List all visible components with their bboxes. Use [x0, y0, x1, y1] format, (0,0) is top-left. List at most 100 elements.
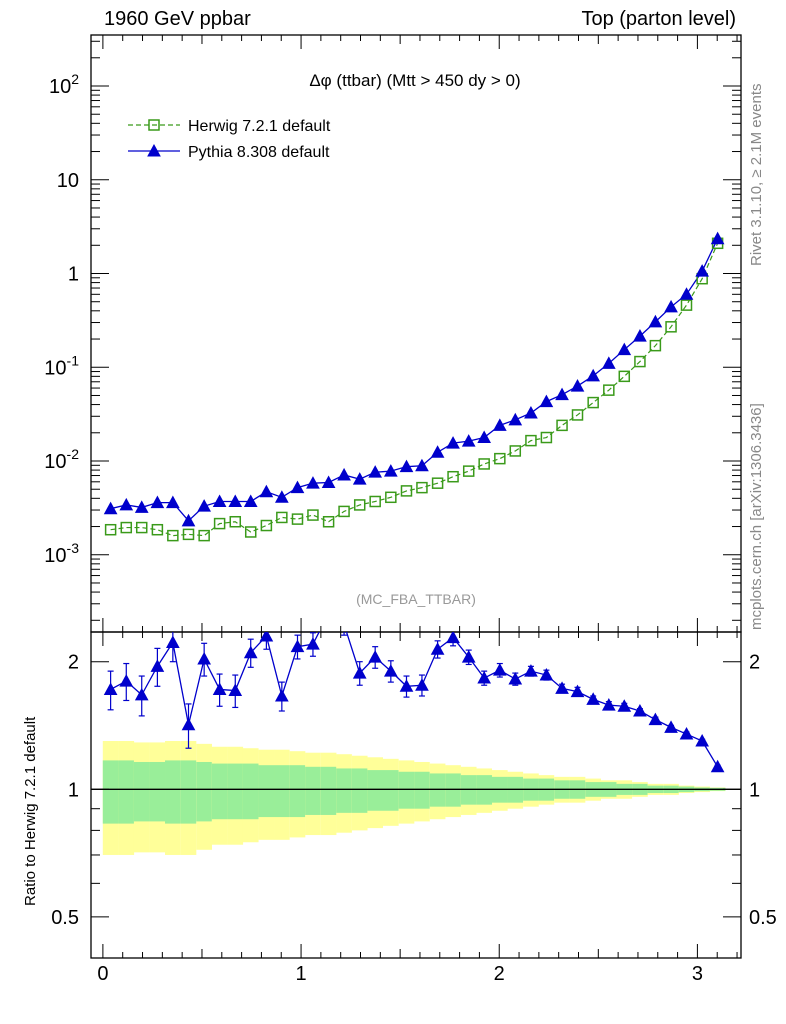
pythia-data-point	[664, 299, 678, 313]
ratio-y-axis-label: Ratio to Herwig 7.2.1 default	[22, 716, 39, 906]
pythia-ratio-point	[368, 650, 383, 663]
pythia-ratio-point	[539, 668, 554, 681]
pythia-ratio-point	[383, 664, 398, 677]
pythia-data-point	[321, 475, 336, 488]
pythia-ratio-point	[119, 674, 134, 687]
pythia-ratio-point	[586, 692, 601, 705]
pythia-ratio-point	[150, 659, 165, 672]
ratio-y-tick-label: 1	[68, 779, 79, 801]
pythia-series-line	[110, 238, 719, 522]
y-tick-label: 10-1	[44, 352, 79, 379]
herwig-data-point	[182, 528, 195, 541]
uncertainty-band-inner	[383, 770, 399, 811]
herwig-data-point	[462, 465, 475, 477]
pythia-ratio-point	[430, 642, 445, 655]
pythia-ratio-point	[601, 698, 616, 711]
pythia-data-point	[570, 379, 585, 392]
herwig-data-point	[353, 499, 366, 511]
pythia-ratio-point	[323, 607, 335, 618]
herwig-series-line	[110, 243, 719, 537]
herwig-data-point	[618, 370, 631, 383]
herwig-data-point	[571, 409, 584, 421]
pythia-data-point	[586, 368, 601, 382]
herwig-data-point	[494, 452, 506, 465]
pythia-ratio-point	[228, 683, 243, 697]
uncertainty-band-inner	[196, 761, 212, 822]
pythia-ratio-point	[617, 699, 632, 712]
pythia-ratio-point	[197, 651, 211, 665]
uncertainty-band-inner	[118, 760, 135, 824]
pythia-data-point	[150, 495, 165, 509]
pythia-ratio-point	[710, 759, 725, 773]
y-tick-label: 10-2	[44, 446, 79, 473]
pythia-ratio-point	[259, 632, 274, 642]
herwig-data-point	[540, 431, 553, 444]
pythia-data-point	[103, 501, 118, 515]
pythia-ratio-point	[695, 733, 710, 747]
pythia-ratio-point	[352, 666, 367, 679]
pythia-ratio-point	[477, 671, 492, 684]
uncertainty-band-inner	[149, 761, 166, 822]
pythia-data-point	[477, 430, 492, 444]
pythia-data-point	[399, 459, 414, 473]
uncertainty-band-inner	[429, 773, 446, 807]
pythia-data-point	[524, 405, 538, 419]
x-tick-label: 1	[295, 963, 306, 985]
pythia-ratio-point	[290, 639, 305, 653]
ratio-y-tick-label: 2	[749, 652, 760, 674]
pythia-ratio-point	[664, 720, 678, 733]
ratio-plot: 0 1 2 3 0.5 0.5 1 1 2 2	[51, 607, 777, 985]
legend-pythia-label: Pythia 8.308 default	[188, 144, 330, 161]
chart-title: Δφ (ttbar) (Mtt > 450 dy > 0)	[309, 71, 520, 90]
pythia-data-point	[212, 494, 227, 507]
uncertainty-band-inner	[102, 760, 119, 824]
uncertainty-band-inner	[211, 763, 228, 820]
ratio-y-tick-label: 0.5	[51, 907, 79, 929]
pythia-ratio-line	[110, 632, 719, 768]
herwig-data-point	[431, 477, 444, 489]
pythia-ratio-point	[492, 663, 507, 676]
pythia-data-point	[446, 436, 460, 449]
herwig-data-point	[135, 521, 148, 534]
header-energy-label: 1960 GeV ppbar	[104, 8, 251, 30]
herwig-data-point	[665, 321, 677, 333]
pythia-data-point	[601, 356, 616, 369]
herwig-data-point	[400, 485, 413, 497]
y-tick-label: 10	[57, 170, 79, 192]
pythia-data-point	[290, 480, 305, 494]
uncertainty-band-inner	[367, 770, 384, 811]
ratio-y-tick-label: 1	[749, 779, 760, 801]
herwig-data-point	[244, 526, 257, 538]
herwig-data-point	[587, 396, 599, 409]
pythia-ratio-point	[212, 682, 227, 695]
header-process-label: Top (parton level)	[581, 8, 736, 30]
pythia-data-point	[352, 472, 367, 485]
pythia-ratio-point	[446, 632, 460, 644]
pythia-data-point	[492, 418, 507, 431]
herwig-data-point	[229, 515, 242, 528]
rivet-version-label: Rivet 3.1.10, ≥ 2.1M events	[748, 83, 765, 267]
pythia-data-point	[695, 264, 710, 277]
pythia-data-point	[259, 484, 274, 498]
herwig-data-point	[603, 384, 615, 396]
uncertainty-band-inner	[165, 760, 181, 824]
pythia-data-point	[228, 494, 243, 507]
legend-herwig-marker	[148, 119, 160, 131]
herwig-data-point	[556, 419, 568, 432]
pythia-data-point	[306, 476, 320, 489]
uncertainty-band-inner	[414, 771, 430, 809]
pythia-data-point	[181, 513, 196, 527]
mcplots-reference-label: mcplots.cern.ch [arXiv:1306.3436]	[748, 403, 765, 630]
uncertainty-band-inner	[445, 773, 461, 807]
pythia-data-point	[461, 434, 476, 447]
uncertainty-band-inner	[242, 763, 259, 820]
pythia-ratio-point	[633, 703, 647, 717]
x-tick-label: 2	[494, 963, 505, 985]
herwig-data-point	[649, 339, 662, 352]
pythia-data-point	[539, 394, 554, 408]
pythia-ratio-point	[679, 727, 694, 740]
legend-pythia-marker	[147, 143, 161, 157]
pythia-ratio-point	[508, 672, 523, 685]
pythia-data-point	[274, 490, 289, 503]
